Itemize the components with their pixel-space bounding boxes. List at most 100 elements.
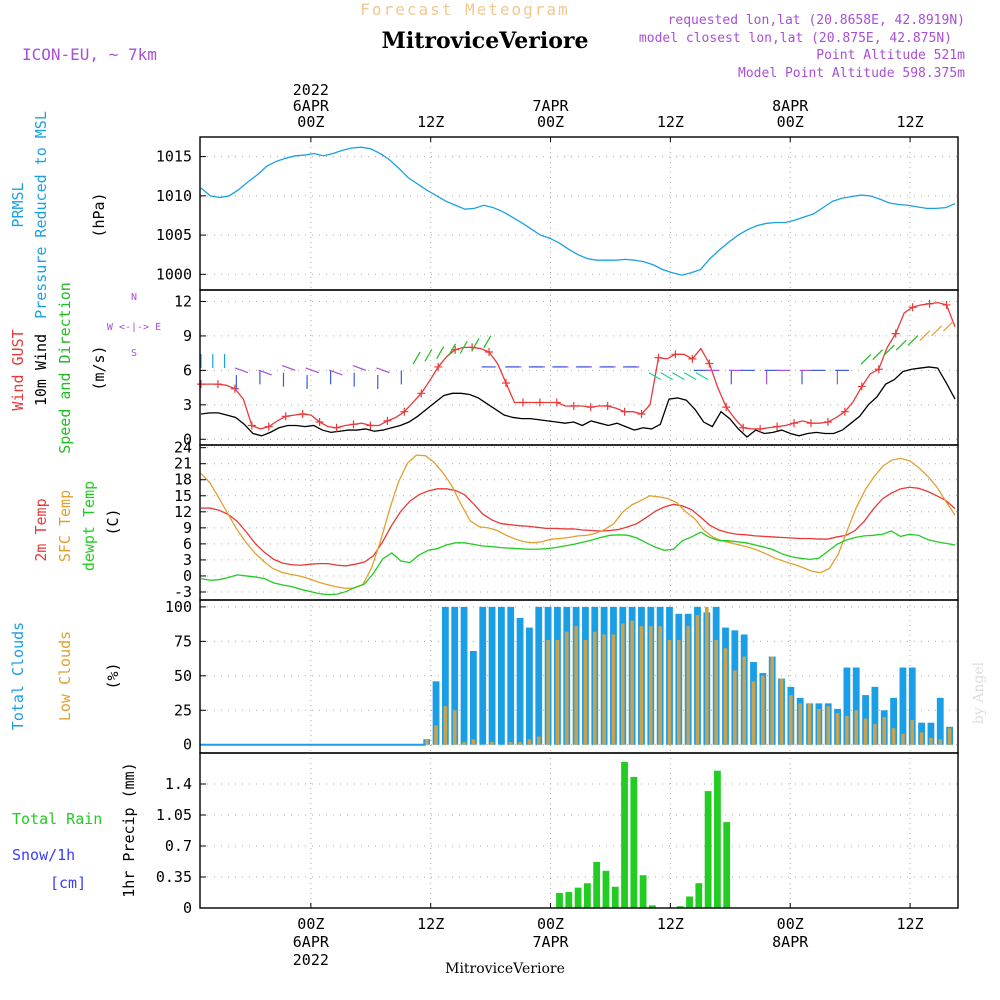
- low-cloud-bar: [471, 739, 476, 745]
- pressure-labels: PRMSL Pressure Reduced to MSL (hPa): [9, 111, 108, 319]
- rain-bar: [583, 883, 591, 908]
- wind-arrow: [648, 372, 662, 381]
- low-cloud-bar: [910, 719, 915, 745]
- rain-bar: [695, 883, 703, 908]
- gust-marker: [366, 421, 375, 430]
- wind-arrow: [683, 372, 697, 381]
- low-cloud-bar: [807, 703, 812, 745]
- pressure-unit: (hPa): [90, 192, 108, 237]
- gust-marker: [739, 423, 748, 432]
- wind-label-a: Wind GUST: [9, 329, 27, 410]
- total-cloud-bar: [899, 667, 907, 745]
- gust-marker: [722, 403, 731, 412]
- point-altitude: Point Altitude 521m: [816, 48, 965, 63]
- low-cloud-bar: [695, 615, 700, 745]
- y-tick-label: 3: [183, 396, 192, 414]
- gust-marker: [908, 303, 917, 312]
- top-time-label: 12Z: [897, 113, 924, 131]
- gust-marker: [349, 420, 358, 429]
- total-cloud-bar: [852, 667, 860, 745]
- y-tick-label: 24: [174, 439, 192, 457]
- rain-bar: [602, 870, 610, 908]
- y-tick-label: 0: [183, 899, 192, 917]
- low-cloud-bar: [901, 733, 905, 745]
- gust-marker: [773, 422, 782, 431]
- low-cloud-bar: [574, 626, 578, 745]
- total-cloud-bar: [498, 606, 505, 745]
- temp-unit: (C): [104, 508, 122, 535]
- dewpt-line: [200, 530, 956, 596]
- wind-arrow: [424, 348, 433, 362]
- gust-marker: [806, 419, 815, 428]
- gust-marker: [620, 407, 629, 416]
- y-tick-label: 75: [174, 632, 192, 650]
- low-cloud-bar: [452, 710, 457, 745]
- bottom-time-label: 12Z: [897, 915, 924, 933]
- low-cloud-bar: [490, 741, 494, 745]
- wind-arrow: [931, 325, 942, 337]
- top-time-label: 7APR: [532, 97, 569, 115]
- panel-frame: [199, 136, 959, 291]
- low-cloud-bar: [564, 631, 569, 745]
- gust-marker: [315, 418, 324, 427]
- wind-arrow: [447, 343, 456, 357]
- top-time-label: 12Z: [657, 113, 684, 131]
- gust-marker: [230, 384, 239, 393]
- top-time-label: 12Z: [417, 113, 444, 131]
- low-cloud-bar: [536, 736, 541, 745]
- plot-area: 1000100510101015036912-30369121518212402…: [156, 81, 959, 969]
- rain-bar: [574, 887, 582, 908]
- low-cloud-bar: [527, 739, 532, 745]
- y-tick-label: 0.35: [156, 868, 192, 886]
- low-cloud-bar: [667, 639, 672, 745]
- total-cloud-bar: [535, 606, 543, 745]
- low-cloud-bar: [826, 706, 831, 745]
- low-cloud-bar: [686, 626, 690, 745]
- wind-arrow: [895, 339, 907, 351]
- gust-marker: [400, 407, 409, 416]
- y-tick-label: 1015: [156, 148, 192, 166]
- wind-arrow: [884, 344, 895, 356]
- y-tick-label: 12: [174, 503, 192, 521]
- temp-label-a: 2m Temp: [32, 498, 50, 561]
- precip-label-a: Total Rain: [12, 810, 102, 828]
- y-tick-label: 6: [183, 361, 192, 379]
- total-cloud-bar: [871, 686, 879, 745]
- gust-marker: [485, 348, 494, 356]
- gust-marker: [417, 389, 426, 398]
- low-cloud-bar: [798, 703, 803, 745]
- clouds-label-b: Low Clouds: [56, 631, 74, 721]
- wind-arrow: [672, 372, 685, 381]
- low-cloud-bar: [705, 606, 709, 745]
- low-cloud-bar: [639, 626, 644, 745]
- low-cloud-bar: [770, 656, 774, 745]
- gust-marker: [586, 403, 595, 412]
- bottom-time-label: 00Z: [777, 915, 804, 933]
- bottom-time-label: 6APR: [293, 933, 330, 951]
- total-cloud-bar: [488, 606, 496, 745]
- gust-marker: [518, 398, 527, 407]
- y-tick-label: 1.05: [156, 806, 192, 824]
- y-tick-label: 6: [183, 535, 192, 553]
- wind-arrow: [483, 335, 492, 349]
- rain-bar: [714, 770, 721, 908]
- gust-marker: [688, 354, 697, 363]
- precip-unit: 1hr Precip (mm): [120, 762, 138, 897]
- low-cloud-bar: [677, 639, 681, 745]
- gust-marker: [654, 353, 663, 362]
- low-cloud-bar: [919, 732, 924, 745]
- rain-bar: [611, 886, 619, 908]
- bottom-time-label: 00Z: [297, 915, 324, 933]
- y-tick-label: 3: [183, 551, 192, 569]
- y-tick-label: 100: [165, 598, 192, 616]
- gust-marker: [857, 382, 866, 391]
- pressure-line: [200, 146, 956, 276]
- gust-marker: [281, 412, 290, 421]
- gust-marker: [891, 329, 900, 338]
- total-cloud-bar: [927, 722, 935, 745]
- gust-marker: [298, 410, 307, 418]
- total-cloud-bar: [479, 606, 487, 745]
- y-tick-label: 18: [174, 471, 192, 489]
- low-cloud-bar: [443, 706, 448, 745]
